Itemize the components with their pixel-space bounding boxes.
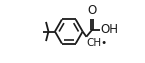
- Text: CH•: CH•: [87, 38, 108, 48]
- Text: O: O: [88, 4, 97, 17]
- Text: OH: OH: [100, 23, 118, 36]
